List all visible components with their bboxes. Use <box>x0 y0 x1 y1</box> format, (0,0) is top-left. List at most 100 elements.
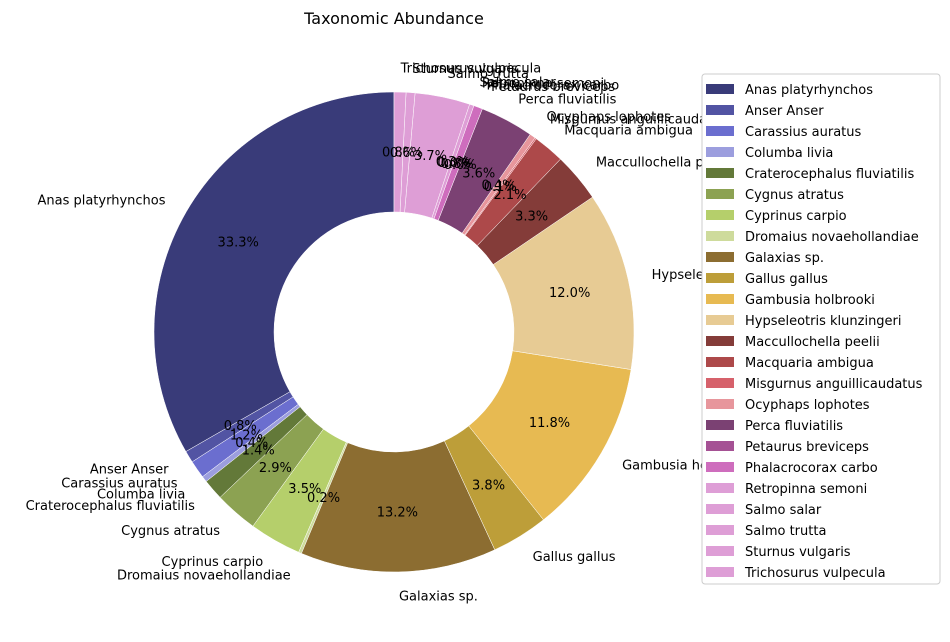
slice-label-carassius-auratus: Carassius auratus <box>61 477 178 492</box>
pct-label-trichosurus-vulpecula: 0.8% <box>382 146 415 161</box>
pct-label-salmo-trutta: 3.7% <box>414 149 447 164</box>
legend-label: Carassius auratus <box>745 125 862 140</box>
pct-label-salmo-salar: 0.3% <box>436 155 469 170</box>
slice-label-trichosurus-vulpecula: Trichosurus vulpecula <box>400 62 542 77</box>
pct-label-cygnus-atratus: 2.9% <box>259 461 292 476</box>
pct-label-anas-platyrhynchos: 33.3% <box>218 235 259 250</box>
legend-label: Craterocephalus fluviatilis <box>745 167 914 182</box>
legend-item-gallus-gallus: Gallus gallus <box>706 272 828 287</box>
legend-label: Cyprinus carpio <box>745 209 847 224</box>
legend-swatch <box>706 168 734 178</box>
legend-item-dromaius-novaehollandiae: Dromaius novaehollandiae <box>706 230 919 245</box>
slice-label-gallus-gallus: Gallus gallus <box>533 550 616 565</box>
pct-label-cyprinus-carpio: 3.5% <box>288 482 321 497</box>
pct-label-ocyphaps-lophotes: 0.4% <box>481 179 514 194</box>
legend-swatch <box>706 273 734 283</box>
slices-group <box>153 91 635 573</box>
slice-galaxias-sp <box>301 440 496 573</box>
pct-label-misgurnus-anguillicaudatus: 0.1% <box>484 180 517 195</box>
legend-swatch <box>706 147 734 157</box>
pct-label-dromaius-novaehollandiae: 0.2% <box>307 491 340 506</box>
slice-label-macquaria-ambigua: Macquaria ambigua <box>564 124 693 139</box>
legend-label: Salmo trutta <box>745 524 826 539</box>
legend-swatch <box>706 357 734 367</box>
legend-label: Anas platyrhynchos <box>745 83 873 98</box>
pct-label-maccullochella-peelii: 3.3% <box>515 209 548 224</box>
pct-label-retropinna-semoni: 0.0% <box>437 156 470 171</box>
legend-swatch <box>706 546 734 556</box>
legend-item-hypseleotris-klunzingeri: Hypseleotris klunzingeri <box>706 314 902 329</box>
slice-label-maccullochella-peelii: Maccullochella peelii <box>596 155 731 170</box>
slice-label-misgurnus-anguillicaudatus: Misgurnus anguillicaudatus <box>550 112 728 127</box>
slice-anas-platyrhynchos <box>153 91 395 452</box>
pct-label-perca-fluviatilis: 3.6% <box>462 167 495 182</box>
legend-swatch <box>706 378 734 388</box>
pct-label-hypseleotris-klunzingeri: 12.0% <box>549 286 590 301</box>
legend-item-cyprinus-carpio: Cyprinus carpio <box>706 209 847 224</box>
legend-item-phalacrocorax-carbo: Phalacrocorax carbo <box>706 461 878 476</box>
legend: Anas platyrhynchos Anser Anser Carassius a… <box>701 73 941 585</box>
slice-label-dromaius-novaehollandiae: Dromaius novaehollandiae <box>117 568 291 583</box>
slice-label-anas-platyrhynchos: Anas platyrhynchos <box>37 193 165 208</box>
legend-swatch <box>706 231 734 241</box>
legend-item-gambusia-holbrooki: Gambusia holbrooki <box>706 293 875 308</box>
legend-item-carassius-auratus: Carassius auratus <box>706 125 862 140</box>
legend-swatch <box>706 567 734 577</box>
legend-label: Trichosurus vulpecula <box>744 566 886 581</box>
legend-item-petaurus-breviceps: Petaurus breviceps <box>706 440 869 455</box>
legend-label: Petaurus breviceps <box>745 440 869 455</box>
pct-label-petaurus-breviceps: 0.0% <box>444 158 477 173</box>
legend-item-perca-fluviatilis: Perca fluviatilis <box>706 419 843 434</box>
slice-hypseleotris-klunzingeri <box>492 196 635 370</box>
legend-label: Gallus gallus <box>745 272 828 287</box>
slice-label-columba-livia: Columba livia <box>97 487 185 502</box>
legend-swatch <box>706 84 734 94</box>
legend-label: Dromaius novaehollandiae <box>745 230 919 245</box>
legend-label: Gambusia holbrooki <box>745 293 875 308</box>
legend-item-cygnus-atratus: Cygnus atratus <box>706 188 844 203</box>
legend-item-trichosurus-vulpecula: Trichosurus vulpecula <box>706 566 886 581</box>
legend-swatch <box>706 210 734 220</box>
legend-item-misgurnus-anguillicaudatus: Misgurnus anguillicaudatus <box>706 377 923 392</box>
pct-label-gambusia-holbrooki: 11.8% <box>529 416 570 431</box>
slice-label-craterocephalus-fluviatilis: Craterocephalus fluviatilis <box>26 499 195 514</box>
legend-swatch <box>706 420 734 430</box>
pct-label-anser-anser: 0.8% <box>224 419 257 434</box>
slice-trichosurus-vulpecula <box>393 91 407 213</box>
legend-item-craterocephalus-fluviatilis: Craterocephalus fluviatilis <box>706 167 914 182</box>
percent-labels-group: 33.3%0.8%1.2%0.4%1.4%2.9%3.5%0.2%13.2%3.… <box>218 146 591 521</box>
legend-label: Ocyphaps lophotes <box>745 398 870 413</box>
legend-label: Maccullochella peelii <box>745 335 880 350</box>
slice-label-petaurus-breviceps: Petaurus breviceps <box>491 80 615 95</box>
pct-label-columba-livia: 0.4% <box>235 436 268 451</box>
legend-item-maccullochella-peelii: Maccullochella peelii <box>706 335 880 350</box>
legend-label: Macquaria ambigua <box>745 356 874 371</box>
slice-label-ocyphaps-lophotes: Ocyphaps lophotes <box>546 110 671 125</box>
legend-swatch <box>706 126 734 136</box>
pct-label-phalacrocorax-carbo: 0.6% <box>441 157 474 172</box>
pct-label-sturnus-vulgaris: 0.6% <box>390 146 423 161</box>
legend-label: Misgurnus anguillicaudatus <box>745 377 923 392</box>
legend-item-anser-anser: Anser Anser <box>706 104 824 119</box>
slice-label-salmo-salar: Salmo salar <box>480 76 557 91</box>
legend-label: Sturnus vulgaris <box>745 545 851 560</box>
slice-label-cyprinus-carpio: Cyprinus carpio <box>162 555 264 570</box>
legend-label: Columba livia <box>745 146 833 161</box>
legend-label: Anser Anser <box>745 104 824 119</box>
legend-swatch <box>706 525 734 535</box>
pct-label-gallus-gallus: 3.8% <box>472 479 505 494</box>
legend-swatch <box>706 336 734 346</box>
pct-label-carassius-auratus: 1.2% <box>230 429 263 444</box>
legend-item-anas-platyrhynchos: Anas platyrhynchos <box>706 83 873 98</box>
legend-swatch <box>706 315 734 325</box>
legend-item-columba-livia: Columba livia <box>706 146 833 161</box>
legend-label: Salmo salar <box>745 503 822 518</box>
slice-label-cygnus-atratus: Cygnus atratus <box>121 524 220 539</box>
pct-label-galaxias-sp: 13.2% <box>377 505 418 520</box>
legend-item-galaxias-sp: Galaxias sp. <box>706 251 824 266</box>
slice-label-galaxias-sp: Galaxias sp. <box>399 589 478 604</box>
legend-label: Cygnus atratus <box>745 188 844 203</box>
legend-swatch <box>706 105 734 115</box>
